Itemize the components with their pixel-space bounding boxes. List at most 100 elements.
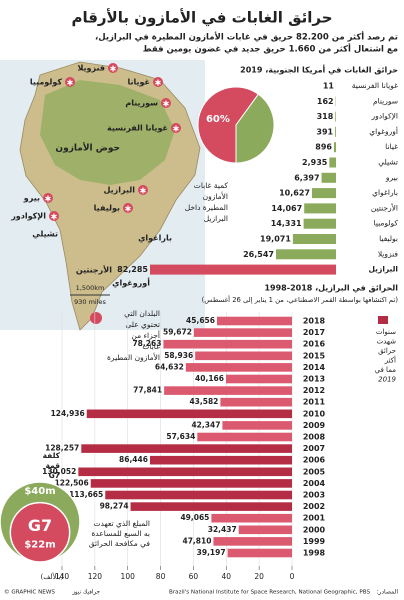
bar [292, 234, 336, 244]
x-tick-label: 0 [290, 572, 295, 581]
amazon-region [40, 80, 175, 185]
amazon-marker-star: ✱ [163, 100, 170, 109]
value-label: 128,257 [45, 444, 79, 453]
year-label: 2014 [303, 363, 326, 372]
value-label: 124,936 [51, 409, 85, 418]
bar [275, 249, 336, 260]
year-label: 2009 [303, 421, 326, 430]
legend-label: شهدت [377, 338, 396, 346]
value-label: 40,166 [195, 374, 224, 383]
amazon-marker [108, 63, 118, 73]
subtitle: مع اشتعال أكثر من 1.660 حريق جديد في غضو… [143, 43, 398, 55]
bar [335, 126, 336, 137]
x-tick-label: 120 [88, 572, 103, 581]
year-label: 2008 [303, 433, 326, 442]
year-label: 2010 [303, 409, 326, 418]
amazon-marker-star: ✱ [125, 205, 132, 214]
bar [335, 111, 336, 122]
value-label: 896 [315, 143, 332, 152]
category-label: سورينام [373, 96, 398, 105]
bar [193, 328, 292, 337]
bar [185, 363, 292, 372]
year-label: 2004 [303, 479, 326, 488]
value-label: 10,627 [279, 189, 310, 198]
year-label: 2001 [303, 514, 326, 523]
category-label: بوليفيا [379, 234, 398, 243]
legend-label: سنوات [376, 328, 396, 336]
year-label: 1998 [303, 549, 326, 558]
value-label: 77,841 [133, 386, 162, 395]
category-label: الأرجنتين [371, 202, 398, 212]
bar [195, 351, 292, 361]
value-label: 14,331 [271, 219, 302, 228]
bar [220, 397, 292, 407]
value-label: 122,506 [55, 478, 89, 487]
bar [238, 525, 292, 535]
value-label: 19,071 [260, 235, 291, 244]
category-label: غويانا الفرنسية [352, 81, 398, 90]
value-label: 82,285 [117, 265, 148, 274]
category-label: غيانا [385, 142, 398, 151]
bar [197, 432, 292, 442]
bubble-title: قمة [46, 461, 61, 470]
scale-label: 930 miles [74, 298, 106, 306]
year-label: 2018 [303, 317, 326, 326]
category-label: الإكوادور [371, 112, 398, 121]
x-tick-label: 60 [189, 572, 199, 581]
value-label: 57,634 [166, 432, 195, 441]
amazon-marker [161, 98, 171, 108]
pie-value-label: 60% [206, 114, 230, 125]
year-label: 2002 [303, 502, 325, 511]
map-legend: تحتوي على [125, 320, 160, 329]
subtitle: تم رصد أكثر من 82.200 حريق في غابات الأم… [95, 31, 398, 43]
bubble [9, 501, 71, 563]
map-label: بيرو [23, 194, 40, 203]
category-label: باراغواي [372, 188, 398, 197]
value-label: 47,810 [183, 536, 212, 545]
map-label: غويانا [128, 78, 151, 87]
x-axis-unit: (بالألف) [41, 572, 64, 581]
amazon-marker [138, 185, 148, 195]
credit: © GRAPHIC NEWS [4, 589, 55, 596]
map-legend: أجزاء من [131, 330, 160, 340]
value-label: 42,347 [191, 420, 220, 429]
map-legend: البلدان التي [124, 309, 160, 318]
bar [311, 188, 336, 199]
bar [90, 479, 292, 488]
pie-slice [235, 93, 275, 164]
year-label: 2013 [303, 375, 325, 384]
map-label: الإكوادور [10, 212, 46, 221]
category-label: كولومبيا [374, 219, 399, 228]
map-label: البرازيل [104, 186, 136, 195]
bubble-value-label: $22m [24, 539, 55, 550]
map-label: سورينام [125, 99, 158, 108]
value-label: 26,547 [243, 250, 274, 259]
legend-label: حرائق [378, 347, 396, 355]
value-label: 11 [323, 82, 335, 91]
bubble-title: كلفة [43, 451, 61, 460]
value-label: 32,437 [208, 525, 237, 534]
legend-label: 2019 [378, 376, 396, 384]
map-label: كولومبيا [30, 78, 63, 87]
year-label: 2007 [303, 444, 325, 453]
value-label: 86,446 [119, 455, 148, 464]
x-tick-label: 140 [55, 572, 70, 581]
chart-title: حرائق الغابات في أمريكا الجنوبية، 2019 [240, 65, 398, 75]
bar [303, 218, 336, 229]
pie-slice [197, 86, 260, 164]
amazon-marker-star: ✱ [155, 79, 162, 88]
bar [163, 339, 292, 349]
bubble-note: المبلغ الذي تعهدت [93, 519, 150, 528]
pie-label: الأمازون [203, 191, 228, 201]
bar [213, 537, 292, 546]
bar [304, 203, 336, 214]
amazon-marker-star: ✱ [173, 125, 180, 134]
bar [81, 444, 292, 453]
bar [149, 455, 292, 465]
bubble-title: G7 [49, 471, 60, 480]
value-label: 59,672 [163, 328, 192, 337]
value-label: 58,936 [164, 351, 193, 360]
pie-label: كمية غابات [194, 181, 229, 190]
bar [105, 490, 292, 500]
